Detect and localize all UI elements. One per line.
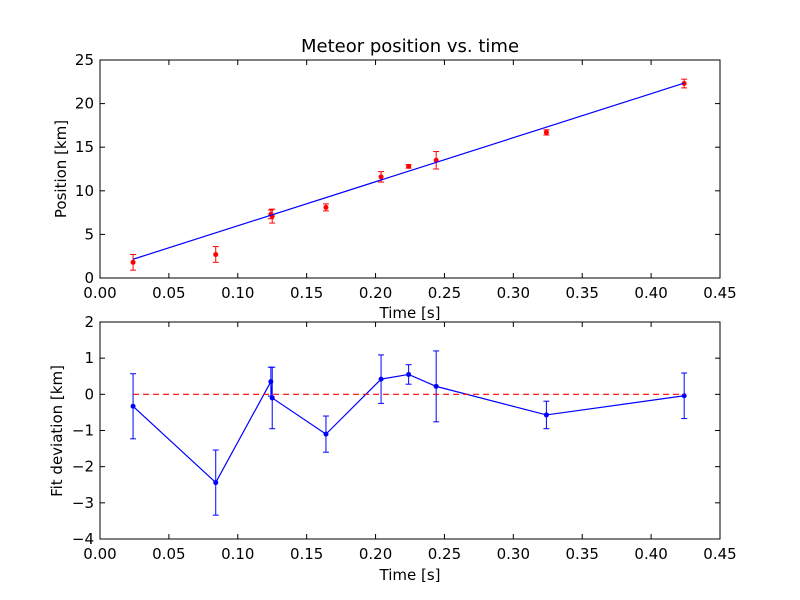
- y-tick-label: −4: [72, 530, 94, 548]
- x-tick-label: 0.10: [221, 545, 254, 563]
- data-point: [543, 412, 549, 418]
- data-point: [406, 163, 412, 169]
- x-tick-label: 0.15: [290, 545, 323, 563]
- y-tick-label: 25: [75, 51, 94, 69]
- y-tick-label: −3: [72, 494, 94, 512]
- data-point: [406, 371, 412, 377]
- fit-line: [132, 82, 685, 260]
- y-tick-label: 1: [84, 349, 94, 367]
- x-tick-label: 0.05: [152, 545, 185, 563]
- x-tick-label: 0.25: [428, 284, 461, 302]
- data-point: [130, 259, 136, 265]
- y-tick-label: 15: [75, 138, 94, 156]
- y-tick-label: 20: [75, 95, 94, 113]
- x-tick-label: 0.00: [83, 284, 116, 302]
- x-tick-label: 0.00: [83, 545, 116, 563]
- x-tick-label: 0.05: [152, 284, 185, 302]
- x-tick-label: 0.30: [497, 284, 530, 302]
- y-axis-label: Position [km]: [52, 120, 70, 218]
- x-tick-label: 0.40: [634, 545, 667, 563]
- y-tick-label: −1: [72, 422, 94, 440]
- data-point: [130, 403, 136, 409]
- x-tick-label: 0.30: [497, 545, 530, 563]
- x-tick-label: 0.45: [703, 545, 736, 563]
- y-tick-label: 5: [84, 225, 94, 243]
- data-point: [543, 129, 549, 135]
- data-point: [213, 480, 219, 486]
- data-point: [681, 393, 687, 399]
- x-tick-label: 0.45: [703, 284, 736, 302]
- x-tick-label: 0.10: [221, 284, 254, 302]
- chart-title: Meteor position vs. time: [301, 36, 519, 57]
- y-tick-label: −2: [72, 458, 94, 476]
- x-axis-label: Time [s]: [379, 566, 441, 584]
- data-point: [378, 174, 384, 180]
- y-axis-label: Fit deviation [km]: [48, 365, 66, 497]
- y-tick-label: 2: [84, 313, 94, 331]
- x-tick-label: 0.20: [359, 545, 392, 563]
- position-panel: Meteor position vs. time Time [s] Positi…: [52, 36, 737, 322]
- deviation-panel: Time [s] Fit deviation [km] 0.00 0.05 0.10…: [48, 313, 737, 584]
- x-tick-label: 0.35: [566, 545, 599, 563]
- deviation-line: [132, 373, 685, 484]
- y-tick-label: 10: [75, 182, 94, 200]
- data-point: [269, 395, 275, 401]
- x-tick-label: 0.15: [290, 284, 323, 302]
- data-point: [213, 251, 219, 257]
- x-tick-label: 0.20: [359, 284, 392, 302]
- x-tick-label: 0.40: [634, 284, 667, 302]
- data-point: [323, 204, 329, 210]
- data-point: [378, 376, 384, 382]
- x-axis-label: Time [s]: [379, 304, 441, 322]
- x-tick-label: 0.35: [566, 284, 599, 302]
- x-tick-label: 0.25: [428, 545, 461, 563]
- data-point: [433, 383, 439, 389]
- y-tick-label: 0: [84, 385, 94, 403]
- data-point: [323, 431, 329, 437]
- plot-frame: [99, 59, 721, 279]
- y-tick-label: 0: [84, 269, 94, 287]
